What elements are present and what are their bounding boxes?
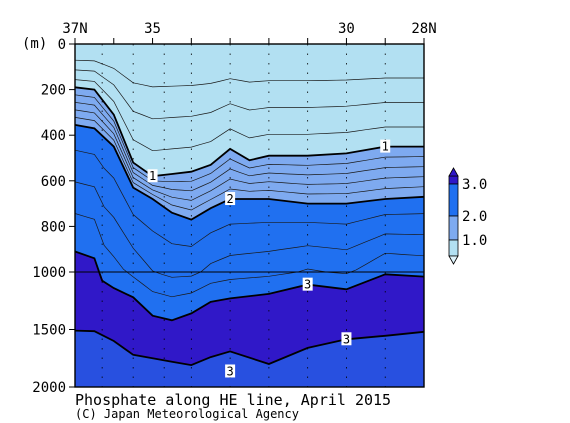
contour-label: 2 bbox=[226, 192, 233, 206]
band-2-to-3 bbox=[75, 124, 424, 321]
y-tick-label: 2000 bbox=[32, 380, 66, 396]
plot-border bbox=[74, 43, 425, 388]
band-above-3 bbox=[75, 251, 424, 366]
contour-fill-layer bbox=[75, 44, 424, 387]
legend-bottom-arrow bbox=[448, 255, 459, 265]
x-axis: 37N 35 30 28N bbox=[62, 21, 437, 44]
contour-label-box bbox=[225, 192, 236, 206]
bold-contour-layer bbox=[74, 86, 425, 367]
contour-line-3 bbox=[74, 250, 425, 322]
contour-label: 3 bbox=[343, 332, 350, 346]
contour-label-box bbox=[147, 169, 158, 183]
plot-frame bbox=[74, 43, 425, 388]
y-axis-unit: (m) bbox=[22, 36, 47, 52]
legend-top-arrow bbox=[448, 167, 459, 177]
band-deep-2-to-3 bbox=[75, 330, 424, 387]
x-tick-label: 37N bbox=[62, 21, 87, 37]
contour-label-box bbox=[341, 332, 352, 346]
y-tick-label: 200 bbox=[41, 83, 66, 99]
thin-contour-line bbox=[74, 117, 425, 211]
contour-label: 1 bbox=[149, 169, 156, 183]
thin-contour-line bbox=[74, 213, 425, 298]
contour-line-1 bbox=[74, 86, 424, 178]
legend-swatch bbox=[448, 239, 459, 257]
credit-text: (C) Japan Meteorological Agency bbox=[75, 407, 299, 421]
band-1-to-2 bbox=[75, 87, 424, 220]
legend-level-label: 2.0 bbox=[462, 209, 487, 225]
thin-contour-layer bbox=[74, 59, 425, 298]
y-tick-label: 600 bbox=[41, 174, 66, 190]
x-tick-label: 28N bbox=[411, 21, 436, 37]
contour-label-box bbox=[225, 364, 236, 378]
contour-label-box bbox=[302, 277, 313, 291]
legend-swatch bbox=[448, 215, 459, 241]
y-axis: 0 200 400 600 800 1000 1500 2000 (m) bbox=[22, 36, 75, 396]
y-tick-label: 0 bbox=[58, 37, 66, 53]
y-tick-label: 400 bbox=[41, 128, 66, 144]
legend-level-label: 1.0 bbox=[462, 233, 487, 249]
contour-label: 3 bbox=[226, 364, 233, 378]
thin-contour-line bbox=[74, 181, 425, 278]
thin-contour-line bbox=[74, 149, 425, 247]
contour-label: 1 bbox=[382, 140, 389, 154]
color-legend: 1.0 2.0 3.0 bbox=[448, 167, 487, 265]
contour-line-3 bbox=[74, 329, 425, 367]
chart-title: Phosphate along HE line, April 2015 bbox=[75, 391, 392, 409]
y-tick-label: 1500 bbox=[32, 323, 66, 339]
y-tick-label: 800 bbox=[41, 219, 66, 235]
legend-level-label: 3.0 bbox=[462, 177, 487, 193]
contour-line-2 bbox=[74, 124, 425, 221]
legend-swatch bbox=[448, 183, 459, 217]
x-tick-label: 35 bbox=[144, 21, 161, 37]
x-tick-label: 30 bbox=[338, 21, 355, 37]
contour-label-box bbox=[380, 139, 391, 153]
y-tick-label: 1000 bbox=[32, 265, 66, 281]
contour-label-layer: 1 1 2 3 3 3 bbox=[147, 139, 391, 378]
legend-swatch bbox=[448, 175, 459, 185]
thin-contour-line bbox=[74, 102, 425, 192]
contour-label: 3 bbox=[304, 278, 311, 292]
